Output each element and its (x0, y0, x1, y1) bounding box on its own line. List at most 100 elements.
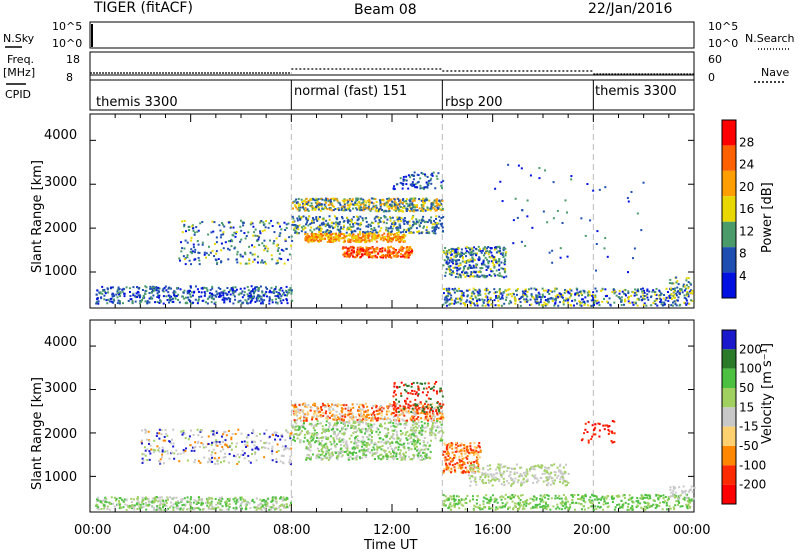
power-echo (492, 264, 495, 267)
velocity-echo (361, 415, 364, 418)
velocity-echo (186, 459, 189, 462)
velocity-echo (235, 499, 238, 502)
power-echo (372, 237, 375, 240)
velocity-echo (181, 499, 184, 502)
velocity-echo (417, 403, 420, 406)
velocity-echo (162, 439, 165, 442)
velocity-echo (197, 460, 200, 463)
power-echo (486, 266, 489, 269)
power-echo (301, 201, 304, 204)
power-echo (161, 289, 164, 292)
power-echo (391, 204, 394, 207)
power-colorbar-tick: 28 (739, 135, 754, 149)
power-echo (544, 304, 547, 307)
power-echo (296, 232, 299, 235)
velocity-echo (152, 448, 155, 451)
velocity-echo (215, 440, 218, 443)
velocity-echo (296, 434, 299, 437)
power-echo (565, 297, 568, 300)
power-echo (624, 299, 627, 302)
power-echo (526, 300, 529, 303)
power-echo (158, 287, 161, 290)
power-echo (482, 262, 485, 265)
power-echo (194, 248, 197, 251)
power-echo (493, 273, 496, 276)
power-echo (408, 254, 411, 257)
power-echo (253, 253, 256, 256)
power-echo (461, 257, 464, 260)
velocity-echo (415, 411, 418, 414)
power-echo (387, 210, 390, 213)
power-echo (632, 303, 635, 306)
power-echo (339, 230, 342, 233)
velocity-echo (188, 435, 191, 438)
velocity-echo (361, 403, 364, 406)
power-echo (624, 294, 627, 297)
velocity-echo (155, 499, 158, 502)
power-echo (337, 209, 340, 212)
power-echo (442, 292, 445, 295)
power-echo (211, 285, 214, 288)
velocity-echo (222, 448, 225, 451)
power-echo (482, 300, 485, 303)
power-echo (394, 221, 397, 224)
power-echo (409, 227, 412, 230)
velocity-colorbar-tick: -15 (739, 420, 759, 434)
velocity-echo (398, 419, 401, 422)
power-echo (481, 304, 484, 307)
velocity-echo (177, 505, 180, 508)
velocity-echo (392, 424, 395, 427)
velocity-echo (148, 450, 151, 453)
power-echo (411, 173, 414, 176)
velocity-echo (425, 426, 428, 429)
power-echo (362, 203, 365, 206)
velocity-echo (316, 422, 319, 425)
power-echo (396, 218, 399, 221)
velocity-echo (184, 436, 187, 439)
power-echo (343, 209, 346, 212)
power-echo (418, 224, 421, 227)
power-echo (356, 254, 359, 257)
power-echo (95, 302, 98, 305)
power-echo (356, 246, 359, 249)
power-echo (418, 232, 421, 235)
velocity-echo (319, 414, 322, 417)
power-echo (390, 198, 393, 201)
power-echo (251, 244, 254, 247)
velocity-echo (230, 436, 233, 439)
power-echo (477, 294, 480, 297)
power-echo (276, 295, 279, 298)
power-echo (398, 216, 401, 219)
power-echo (442, 264, 445, 267)
power-echo (405, 175, 408, 178)
power-echo (456, 266, 459, 269)
velocity-echo (145, 429, 148, 432)
power-echo (318, 203, 321, 206)
power-echo (333, 226, 336, 229)
velocity-echo (183, 432, 186, 435)
velocity-echo (247, 454, 250, 457)
power-echo (223, 301, 226, 304)
power-echo (103, 294, 106, 297)
velocity-echo (190, 449, 193, 452)
power-echo (168, 286, 171, 289)
power-echo (189, 293, 192, 296)
power-echo (262, 302, 265, 305)
power-echo (420, 203, 423, 206)
power-echo (222, 290, 225, 293)
power-echo (372, 197, 375, 200)
velocity-echo (278, 497, 281, 500)
power-echo (503, 276, 506, 279)
velocity-echo (432, 407, 435, 410)
power-echo (285, 289, 288, 292)
velocity-echo (370, 439, 373, 442)
velocity-ytick: 2000 (44, 427, 78, 442)
power-echo (504, 299, 507, 302)
power-echo (426, 206, 429, 209)
power-echo (262, 221, 265, 224)
power-echo (502, 256, 505, 259)
power-echo (448, 287, 451, 290)
velocity-echo (226, 508, 229, 511)
velocity-echo (275, 450, 278, 453)
power-echo (220, 261, 223, 264)
